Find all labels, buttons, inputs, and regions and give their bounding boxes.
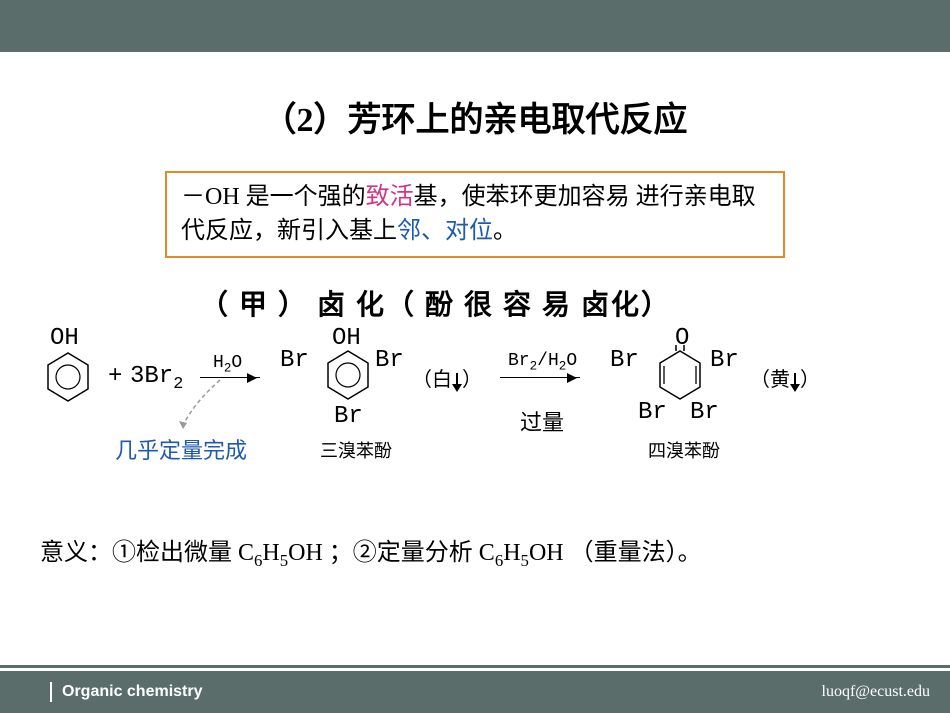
mol3-br-bl: Br [638,399,667,426]
yellow-precipitate: （黄） [750,363,820,392]
mol2-br-right: Br [375,347,404,374]
mol2-br-bottom: Br [334,403,363,430]
name-tribromophenol: 三溴苯酚 [320,437,392,463]
mol3-br-left: Br [610,347,639,374]
info-post: 。 [493,218,517,244]
mol3-br-br: Br [690,399,719,426]
footer-right-text: luoqf@ecust.edu [822,683,930,701]
footer: Organic chemistry luoqf@ecust.edu [0,665,950,713]
name-tetrabromophenol: 四溴苯酚 [648,437,720,463]
info-pre: －OH 是一个强的 [181,184,366,210]
dashed-arrow [175,377,235,437]
footer-bar-icon [50,682,52,702]
mol1-label-oh: OH [50,325,79,352]
meaning-text: 意义：①检出微量 C6H5OH ；②定量分析 C6H5OH （重量法）。 [40,535,910,573]
footer-main: Organic chemistry luoqf@ecust.edu [0,671,950,713]
note-quantitative: 几乎定量完成 [115,433,247,465]
cond2: Br2/H2O [508,351,577,374]
slide-title: （2）芳环上的亲电取代反应 [0,92,950,141]
reaction-scheme: OH + 3Br2 H2O 几乎定量完成 OH Br Br Br （白） 三溴苯… [30,325,920,495]
info-box: －OH 是一个强的致活基，使苯环更加容易 进行亲电取代反应，新引入基上邻、对位。 [165,171,785,258]
footer-thin-line [0,665,950,668]
mol3-br-right: Br [710,347,739,374]
excess-label: 过量 [520,405,564,437]
subtitle: （ 甲 ） 卤 化（ 酚 很 容 易 卤化） [200,286,800,325]
top-bar [0,0,950,52]
mol2-ring [324,349,372,401]
down-arrow-icon-2 [790,371,800,393]
footer-left-text: Organic chemistry [62,683,203,701]
down-arrow-icon [452,371,462,393]
mol3-ring [654,345,706,403]
mol2-br-left: Br [280,347,309,374]
mol2-label-oh: OH [332,325,361,352]
cond1: H2O [213,353,242,376]
footer-left: Organic chemistry [50,682,203,702]
white-precipitate: （白） [412,363,482,392]
info-highlight-1: 致活 [366,184,414,210]
arrow-2 [500,377,580,378]
mol1-ring [44,351,92,403]
plus-sign: + [108,363,122,390]
info-highlight-2: 邻、对位 [397,218,493,244]
